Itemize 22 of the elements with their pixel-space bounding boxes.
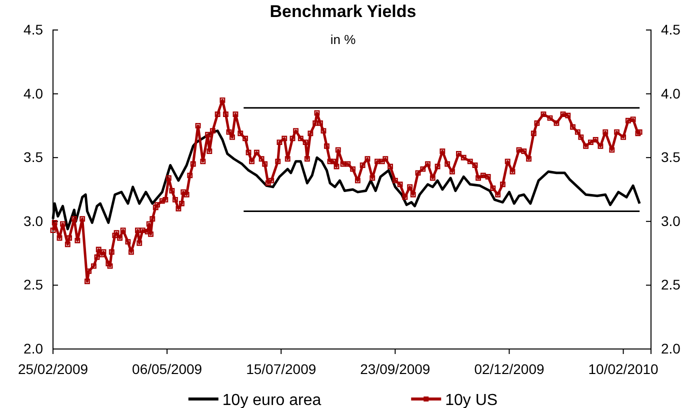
y-tick-label: 4.0 [24, 85, 44, 102]
y2-tick-label: 3.5 [661, 149, 681, 166]
y-tick-label: 2.5 [24, 276, 44, 293]
legend-label: 10y US [445, 392, 498, 408]
y2-tick-label: 4.5 [661, 21, 681, 38]
x-tick-label: 15/07/2009 [246, 360, 316, 377]
x-tick-label: 06/05/2009 [132, 360, 202, 377]
chart-subtitle: in % [330, 32, 356, 47]
x-tick-label: 10/02/2010 [588, 360, 659, 377]
x-tick-label: 23/09/2009 [360, 360, 430, 377]
chart-title: Benchmark Yields [270, 2, 416, 21]
y-tick-label: 3.5 [24, 149, 44, 166]
legend-label: 10y euro area [222, 392, 322, 408]
y2-tick-label: 2.0 [661, 340, 681, 356]
y-tick-label: 3.0 [24, 212, 44, 229]
y-tick-label: 4.5 [24, 21, 44, 38]
y2-tick-label: 4.0 [661, 85, 681, 102]
y-tick-label: 2.0 [24, 340, 44, 356]
y2-tick-label: 3.0 [661, 212, 681, 229]
y2-tick-label: 2.5 [661, 276, 681, 293]
x-tick-label: 02/12/2009 [474, 360, 544, 377]
x-tick-label: 25/02/2009 [18, 360, 88, 377]
